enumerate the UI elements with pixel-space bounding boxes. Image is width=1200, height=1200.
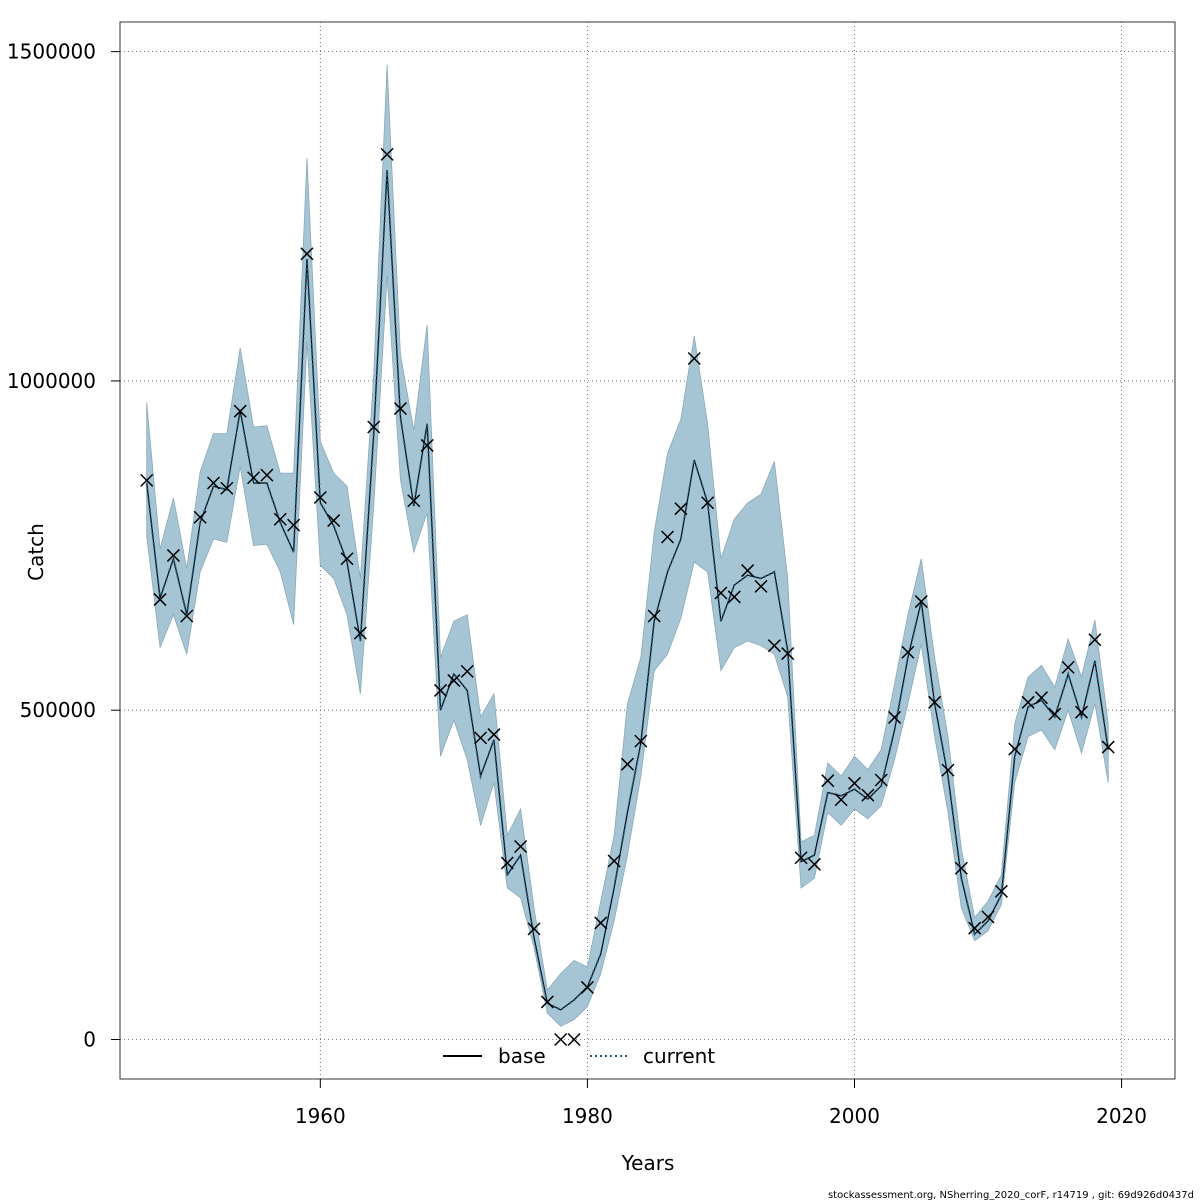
observation-point — [1088, 633, 1102, 647]
observation-point — [594, 916, 608, 930]
observation-point — [727, 590, 741, 604]
observation-point — [901, 645, 915, 659]
observation-point — [273, 512, 287, 526]
x-tick-label: 2020 — [1096, 1104, 1147, 1128]
confidence-band-area — [146, 64, 1109, 1027]
axes: 1960 1980 2000 2020 0 500000 1000000 1500000 — [7, 40, 1147, 1128]
y-tick-label: 1500000 — [7, 40, 96, 64]
observation-point — [847, 776, 862, 790]
observation-point — [888, 710, 902, 724]
observation-point — [567, 1032, 581, 1047]
observation-point — [687, 351, 701, 366]
observation-point — [420, 438, 434, 452]
observation-point — [674, 502, 688, 516]
confidence-band — [146, 64, 1109, 1027]
observation-point — [634, 734, 648, 748]
grid — [120, 22, 1175, 1079]
observation-point — [741, 564, 755, 578]
observation-point — [821, 774, 835, 788]
observation-points — [140, 147, 1115, 1047]
observation-point — [153, 593, 167, 607]
observation-point — [861, 788, 875, 802]
observation-point — [607, 854, 621, 868]
observation-point — [287, 518, 301, 532]
observation-point — [954, 861, 968, 875]
observation-point — [834, 793, 848, 807]
observation-point — [874, 773, 888, 787]
footer-credit: stockassessment.org, NSherring_2020_corF… — [828, 1190, 1194, 1200]
observation-point — [180, 609, 194, 623]
legend: base current — [443, 1044, 715, 1068]
y-tick-label: 500000 — [20, 698, 96, 722]
observation-point — [260, 468, 274, 482]
observation-point — [807, 857, 821, 871]
observation-point — [500, 856, 514, 870]
y-tick-label: 1000000 — [7, 369, 96, 393]
observation-point — [1034, 691, 1048, 705]
observation-point — [247, 471, 261, 485]
observation-point — [767, 639, 781, 653]
x-tick-label: 1960 — [295, 1104, 346, 1128]
observation-point — [1021, 695, 1035, 709]
legend-label-current: current — [643, 1044, 715, 1068]
observation-point — [233, 404, 247, 418]
series-lines — [145, 170, 1110, 1012]
observation-point — [433, 683, 448, 697]
y-axis-title: Catch — [24, 523, 48, 581]
observation-point — [327, 514, 341, 528]
observation-point — [1101, 740, 1115, 754]
observation-point — [968, 921, 982, 935]
observation-point — [367, 420, 381, 434]
observation-point — [781, 647, 795, 661]
observation-point — [527, 922, 541, 936]
observation-point — [981, 910, 995, 924]
observation-point — [1008, 742, 1022, 756]
observation-point — [1074, 705, 1089, 719]
observation-point — [313, 490, 327, 505]
legend-label-base: base — [498, 1044, 546, 1068]
observation-point — [340, 552, 354, 566]
observation-point — [300, 247, 314, 261]
observation-point — [580, 980, 594, 994]
observation-point — [193, 510, 207, 524]
observation-point — [140, 473, 154, 487]
plot-frame — [119, 21, 1176, 1080]
observation-point — [941, 763, 955, 777]
observation-point — [754, 579, 768, 593]
observation-point — [1061, 660, 1075, 674]
observation-point — [407, 494, 421, 508]
observation-point — [554, 1032, 568, 1047]
observation-point — [447, 674, 461, 688]
observation-point — [994, 884, 1008, 898]
observation-point — [794, 851, 808, 865]
observation-point — [393, 402, 407, 416]
observation-point — [1048, 707, 1062, 721]
x-axis-title: Years — [621, 1151, 675, 1175]
observation-point — [914, 595, 928, 609]
observation-point — [514, 839, 528, 854]
x-tick-label: 2000 — [829, 1104, 880, 1128]
observation-point — [206, 476, 221, 490]
observation-point — [714, 586, 728, 600]
series-line-current — [145, 170, 1110, 1012]
observation-point — [460, 664, 474, 678]
observation-point — [166, 548, 180, 562]
observation-point — [487, 728, 501, 742]
observation-point — [353, 626, 367, 640]
observation-point — [620, 757, 634, 771]
observation-point — [540, 995, 554, 1009]
y-tick-label: 0 — [83, 1027, 96, 1051]
x-tick-label: 1980 — [562, 1104, 613, 1128]
observation-point — [474, 731, 488, 745]
observation-point — [380, 147, 394, 161]
observation-point — [701, 496, 715, 510]
observation-point — [220, 481, 234, 495]
observation-point — [647, 609, 661, 623]
observation-point — [661, 530, 675, 544]
observation-point — [928, 695, 942, 709]
